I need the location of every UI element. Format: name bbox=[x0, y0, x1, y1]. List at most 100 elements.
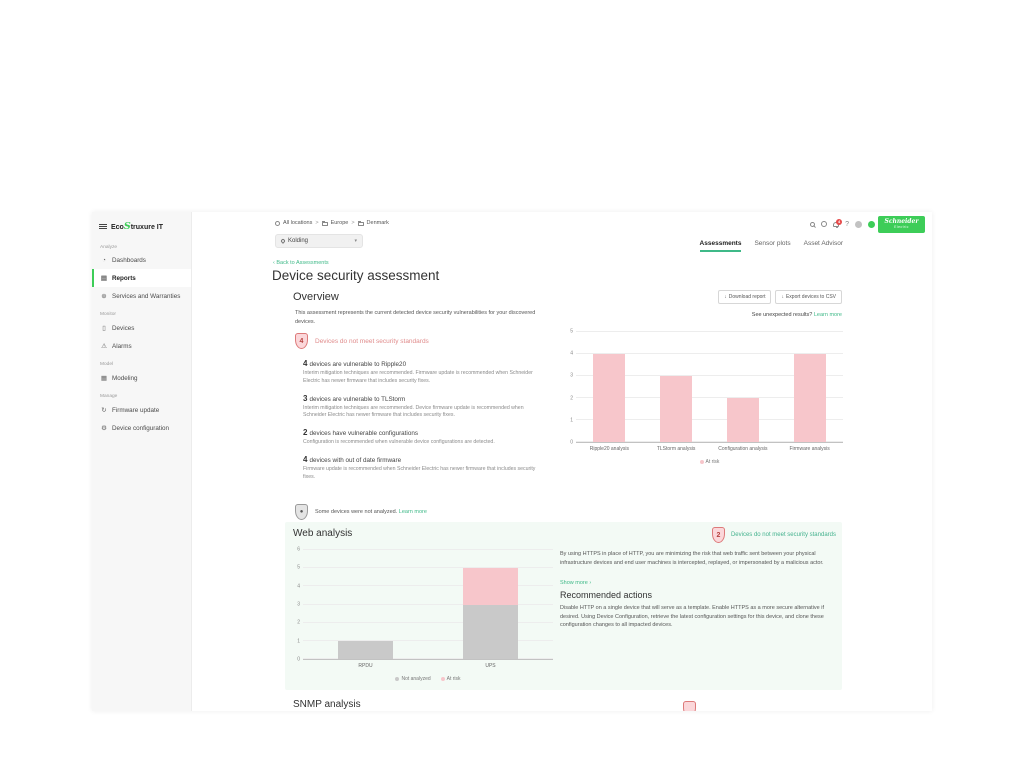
sidebar-section-manage: Manage bbox=[100, 394, 118, 399]
notification-badge: 4 bbox=[836, 218, 843, 225]
back-to-assessments-link[interactable]: ‹ Back to Assessments bbox=[273, 260, 329, 266]
list-item: 2 devices have vulnerable configurations … bbox=[303, 428, 495, 446]
sidebar-item-dashboards[interactable]: Dashboards bbox=[92, 252, 191, 269]
risk-shield-icon: 2 bbox=[711, 527, 725, 543]
learn-more-link[interactable]: Learn more bbox=[398, 509, 427, 515]
sidebar-item-modeling[interactable]: Modeling bbox=[92, 369, 191, 387]
gridlines bbox=[303, 549, 553, 659]
x-tick-label: Configuration analysis bbox=[718, 446, 768, 452]
export-csv-button[interactable]: ↓ Export devices to CSV bbox=[775, 290, 842, 304]
help-icon[interactable]: ? bbox=[845, 220, 849, 228]
x-axis: RPDU UPS bbox=[303, 663, 553, 669]
risk-badge-label: Devices do not meet security standards bbox=[730, 532, 836, 538]
legend-dot bbox=[395, 677, 400, 681]
breadcrumb-all-locations[interactable]: All locations bbox=[283, 220, 313, 226]
bar-segment-at-risk bbox=[463, 568, 518, 605]
see-unexpected-results: See unexpected results? Learn more bbox=[751, 312, 842, 318]
sidebar: EcoStruxure IT Analyze Dashboards Report… bbox=[92, 212, 192, 711]
location-selector[interactable]: Kolding ▾ bbox=[275, 234, 363, 248]
recommended-actions-text: Disable HTTP on a single device that wil… bbox=[560, 605, 825, 629]
bar-segment-not-analyzed bbox=[338, 640, 393, 659]
sidebar-item-services-warranties[interactable]: Services and Warranties bbox=[92, 287, 191, 305]
list-item: 3 devices are vulnerable to TLStorm Inter… bbox=[303, 393, 524, 419]
tab-assessments[interactable]: Assessments bbox=[699, 240, 742, 252]
user-avatar[interactable] bbox=[855, 220, 862, 228]
tab-asset-advisor[interactable]: Asset Advisor bbox=[803, 240, 843, 247]
download-icon: ↓ bbox=[781, 294, 784, 300]
y-axis: 0 1 2 3 4 5 bbox=[563, 328, 573, 446]
reports-icon bbox=[100, 274, 108, 282]
x-tick-label: TLStorm analysis bbox=[656, 446, 696, 452]
app-logo: EcoStruxure IT bbox=[111, 221, 164, 232]
bar-segment-at-risk bbox=[726, 398, 759, 442]
y-tick-label: 4 bbox=[297, 583, 300, 590]
breadcrumb-denmark[interactable]: Denmark bbox=[366, 220, 389, 226]
sidebar-section-monitor: Monitor bbox=[100, 312, 116, 317]
web-analysis-section: Web analysis 2 Devices do not meet secur… bbox=[285, 522, 842, 690]
folder-icon bbox=[357, 220, 364, 226]
y-tick-label: 5 bbox=[570, 328, 573, 335]
notifications-icon[interactable]: 4 bbox=[833, 218, 843, 228]
recommended-actions-heading: Recommended actions bbox=[560, 590, 653, 600]
folder-icon bbox=[321, 220, 328, 226]
sidebar-section-model: Model bbox=[100, 362, 114, 367]
schneider-electric-logo[interactable]: Schneider Electric bbox=[878, 216, 925, 233]
learn-more-link[interactable]: Learn more bbox=[813, 312, 842, 318]
sidebar-item-firmware-update[interactable]: Firmware update bbox=[92, 401, 191, 419]
chevron-down-icon: ▾ bbox=[354, 238, 357, 244]
y-tick-label: 0 bbox=[297, 656, 300, 663]
list-item: 4 devices with out of date firmware Firmw… bbox=[303, 454, 536, 480]
devices-icon bbox=[100, 324, 108, 332]
y-tick-label: 6 bbox=[297, 546, 300, 553]
x-tick-label: RPDU bbox=[358, 663, 373, 669]
menu-icon[interactable] bbox=[99, 224, 107, 225]
all-locations-icon bbox=[275, 220, 280, 226]
globe-icon[interactable] bbox=[821, 221, 828, 227]
dashboards-icon bbox=[100, 257, 108, 264]
tab-sensor-plots[interactable]: Sensor plots bbox=[754, 240, 791, 247]
brand-glyph: S bbox=[123, 221, 131, 232]
risk-shield-icon bbox=[683, 701, 696, 711]
download-icon: ↓ bbox=[724, 294, 727, 300]
sidebar-item-device-configuration[interactable]: Device configuration bbox=[92, 419, 191, 437]
sidebar-item-alarms[interactable]: Alarms bbox=[92, 337, 191, 355]
bar-segment-at-risk bbox=[793, 354, 826, 442]
modeling-icon bbox=[100, 374, 108, 382]
web-analysis-heading: Web analysis bbox=[293, 528, 353, 539]
overview-heading: Overview bbox=[293, 291, 339, 303]
y-tick-label: 5 bbox=[297, 564, 300, 571]
status-dot[interactable] bbox=[868, 220, 875, 228]
show-more-row: Show more › bbox=[560, 580, 591, 586]
legend-dot bbox=[699, 460, 704, 464]
sidebar-section-analyze: Analyze bbox=[100, 245, 118, 250]
main-content: All locations > Europe > Denmark 4 ? Sch… bbox=[192, 212, 932, 711]
show-more-link[interactable]: Show more › bbox=[560, 580, 592, 586]
breadcrumb-europe[interactable]: Europe bbox=[330, 220, 349, 226]
sidebar-item-devices[interactable]: Devices bbox=[92, 319, 191, 337]
overview-risk-badge-row: 4 Devices do not meet security standards bbox=[295, 333, 429, 349]
y-tick-label: 1 bbox=[297, 638, 300, 645]
page-title: Device security assessment bbox=[272, 268, 440, 283]
y-tick-label: 4 bbox=[570, 350, 573, 357]
overview-actions: ↓ Download report ↓ Export devices to CS… bbox=[718, 290, 842, 304]
snmp-analysis-heading: SNMP analysis bbox=[293, 699, 361, 710]
plot-area bbox=[303, 549, 553, 660]
y-axis: 0 1 2 3 4 5 6 bbox=[290, 546, 300, 663]
chart-bars bbox=[576, 332, 843, 442]
web-analysis-chart: 0 1 2 3 4 5 6 RPDU UPS Not analyzed At risk bbox=[290, 546, 555, 710]
y-tick-label: 1 bbox=[570, 417, 573, 424]
y-tick-label: 3 bbox=[297, 601, 300, 608]
download-report-button[interactable]: ↓ Download report bbox=[718, 290, 772, 304]
risk-badge-label: Devices do not meet security standards bbox=[315, 337, 429, 345]
gridlines bbox=[576, 331, 843, 442]
y-tick-label: 0 bbox=[570, 439, 573, 446]
search-icon[interactable] bbox=[810, 221, 816, 227]
snmp-risk-badge bbox=[683, 701, 696, 711]
x-tick-label: Ripple20 analysis bbox=[589, 446, 629, 452]
web-analysis-description: By using HTTPS in place of HTTP, you are… bbox=[560, 551, 824, 566]
overview-risk-chart: 0 1 2 3 4 5 Ripple20 analysis TLStorm analysis… bbox=[563, 328, 845, 474]
y-tick-label: 2 bbox=[570, 395, 573, 402]
bar-segment-at-risk bbox=[593, 354, 626, 442]
sidebar-item-reports[interactable]: Reports bbox=[92, 269, 191, 287]
x-tick-label: Firmware analysis bbox=[789, 446, 830, 452]
